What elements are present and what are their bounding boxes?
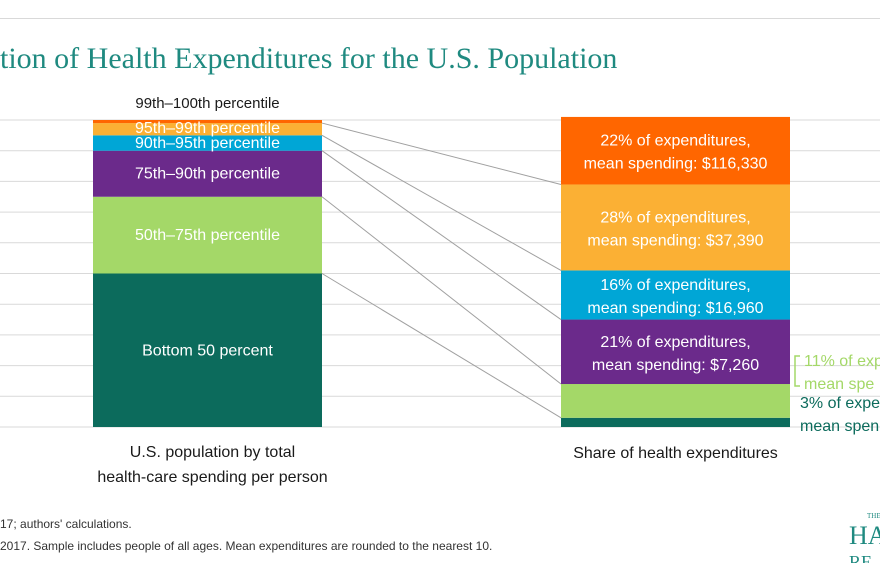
connectors [321,122,562,419]
expenditure-label-75th-90th-percentile: 21% of expenditures, [600,334,750,351]
population-bar-95th-99th-percentile [93,123,322,136]
expenditure-label-bottom-50-percent: 3% of expe [800,395,880,412]
connector-line [321,134,562,271]
expenditure-label-bottom-50-percent: mean spen [800,418,879,435]
page-title: tion of Health Expenditures for the U.S.… [0,42,618,75]
expenditure-bar-99th-100th-percentile [561,116,790,185]
hamilton-logo: THE HA RE [849,512,880,563]
connector-line [321,273,562,419]
expenditure-label-95th-99th-percentile: 28% of expenditures, [600,209,750,226]
source-note: 17; authors' calculations. [0,517,132,531]
logo-line-3: RE [849,552,872,563]
x-axis-label-population: U.S. population by total [130,444,295,461]
connector-line [321,122,562,185]
expenditure-bar-75th-90th-percentile [561,319,790,385]
x-axis-label-population: health-care spending per person [97,469,327,486]
expenditure-bar-50th-75th-percentile [561,384,790,418]
expenditure-label-99th-100th-percentile: 22% of expenditures, [600,133,750,150]
bracket-50th-75th [794,355,800,387]
expenditure-label-90th-95th-percentile: 16% of expenditures, [600,277,750,294]
population-bar-50th-75th-percentile [93,196,322,274]
chart: Bottom 50 percent 3% of expe mean spen 50th… [0,95,880,486]
logo-line-2: HA [849,521,880,550]
population-bar-90th-95th-percentile [93,135,322,151]
labels: Bottom 50 percent 3% of expe mean spen 50th… [97,95,880,486]
population-bar-bottom-50-percent [93,273,322,427]
expenditure-label-95th-99th-percentile: mean spending: $37,390 [587,232,763,249]
x-axis-label-expenditures: Share of health expenditures [573,445,778,462]
population-label-50th-75th-percentile: 50th–75th percentile [135,227,280,244]
expenditure-bar-95th-99th-percentile [561,184,790,271]
population-label-95th-99th-percentile: 95th–99th percentile [135,120,280,137]
expenditure-label-50th-75th-percentile: mean spe [804,376,874,393]
population-bar-99th-100th-percentile [93,120,322,124]
expenditure-bar-bottom-50-percent [561,417,790,427]
population-label-75th-90th-percentile: 75th–90th percentile [135,166,280,183]
expenditure-label-99th-100th-percentile: mean spending: $116,330 [584,156,768,173]
expenditure-label-90th-95th-percentile: mean spending: $16,960 [587,300,763,317]
footnote: 2017. Sample includes people of all ages… [0,539,493,553]
expenditure-label-50th-75th-percentile: 11% of exp [804,353,880,370]
logo-line-1: THE [867,512,880,520]
bars [93,116,790,427]
population-bar-75th-90th-percentile [93,150,322,197]
population-label-bottom-50-percent: Bottom 50 percent [142,342,273,359]
connector-line [321,196,562,385]
expenditure-label-75th-90th-percentile: mean spending: $7,260 [592,357,759,374]
connector-line [321,150,562,320]
population-label-99th-100th-percentile: 99th–100th percentile [135,95,279,112]
expenditure-bar-90th-95th-percentile [561,270,790,320]
population-label-90th-95th-percentile: 90th–95th percentile [135,135,280,152]
top-rule [0,18,880,19]
